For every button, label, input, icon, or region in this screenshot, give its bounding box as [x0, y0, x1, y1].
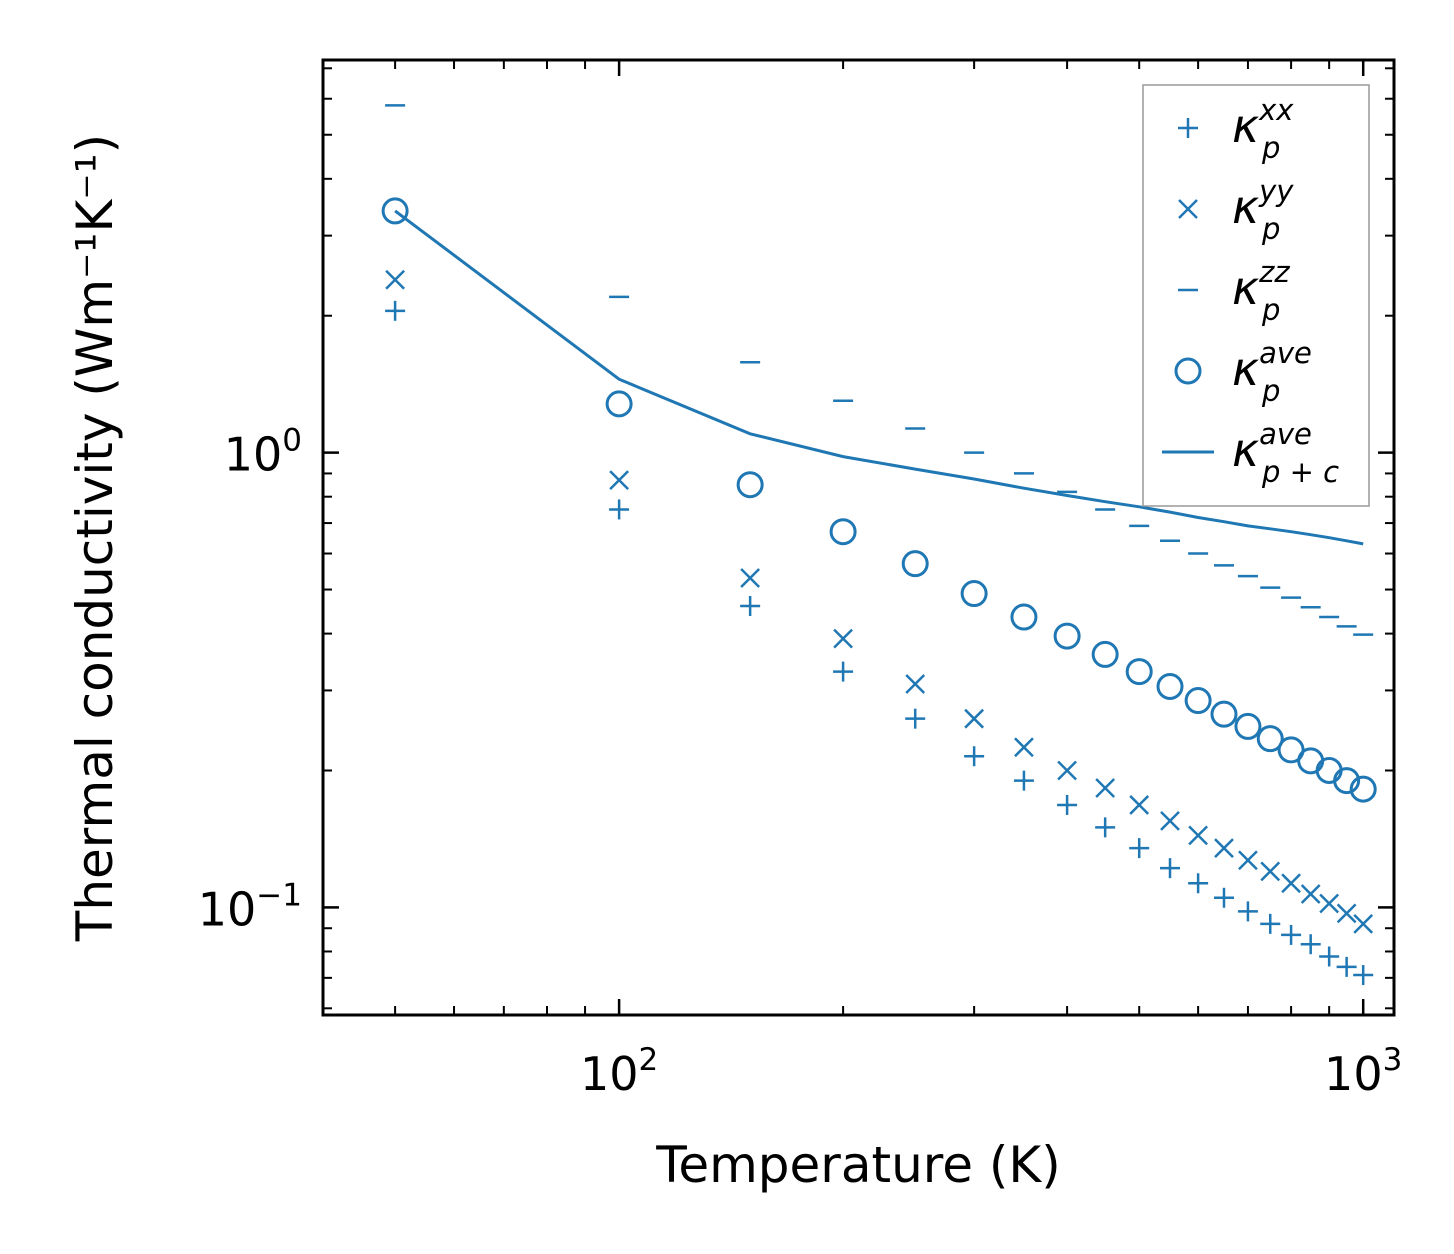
legend-entry-kappa_p_xx: κxx p [1178, 93, 1294, 165]
series-kappa_p_ave [381, 197, 1377, 803]
data-point [1214, 838, 1234, 859]
y-tick-label: 100 [224, 423, 302, 482]
legend-label: κave p + c [1232, 417, 1339, 489]
data-point [740, 568, 761, 588]
data-point [833, 661, 854, 682]
legend-label: κxx p [1232, 93, 1294, 165]
data-point [1260, 861, 1281, 882]
data-point [1057, 794, 1078, 815]
axes-frame [321, 58, 1396, 1017]
data-point [1300, 934, 1321, 955]
legend-marker [1178, 118, 1198, 138]
legend-label: κyy p [1232, 174, 1294, 246]
x-axis-title: Temperature (K) [655, 1136, 1060, 1194]
data-point [1013, 770, 1034, 791]
data-point [609, 499, 630, 520]
data-point [1095, 817, 1116, 838]
legend-entry-kappa_p_yy: κyy p [1178, 174, 1294, 246]
data-point [1184, 687, 1212, 715]
data-point [1300, 884, 1321, 904]
data-point [736, 471, 764, 499]
legend-marker [1178, 199, 1198, 219]
data-point [1238, 850, 1258, 871]
data-point [833, 628, 853, 649]
data-point [1256, 725, 1284, 753]
data-point [1336, 956, 1357, 977]
data-point [1057, 760, 1077, 781]
legend-entry-kappa_p_zz: κzz p [1178, 255, 1290, 327]
data-point [901, 550, 929, 578]
data-point [1234, 712, 1262, 740]
data-point [960, 580, 988, 608]
data-point [1160, 858, 1181, 879]
data-point [609, 470, 629, 491]
plot-area [381, 104, 1377, 986]
legend-entry-kappa_p_plus_c_ave: κave p + c [1162, 417, 1339, 489]
data-point [1129, 838, 1150, 859]
series-kappa_p_zz [385, 104, 1374, 636]
x-tick-label: 102 [580, 1042, 658, 1101]
data-point [1010, 603, 1038, 631]
data-point [1319, 893, 1340, 914]
data-point [605, 390, 633, 418]
data-point [1333, 767, 1361, 795]
data-point [1297, 747, 1325, 775]
data-point [1188, 873, 1209, 894]
data-point [385, 269, 405, 290]
legend-entry-kappa_p_ave: κave p [1174, 336, 1312, 408]
data-point [1213, 887, 1234, 908]
data-point [1349, 775, 1377, 803]
data-point [964, 746, 985, 767]
series-line [394, 209, 1364, 546]
legend-marker [1174, 357, 1202, 385]
series-kappa_p_plus_c_ave [394, 209, 1364, 546]
legend: κxx p κyy p κzz p κave p κave p + c [1142, 84, 1370, 507]
data-point [829, 518, 857, 546]
data-point [1091, 640, 1119, 668]
data-point [1315, 757, 1343, 785]
data-point [905, 674, 926, 694]
data-point [1125, 658, 1153, 686]
data-point [1319, 946, 1340, 967]
data-point [1281, 873, 1301, 894]
data-point [1260, 913, 1281, 934]
series-kappa_p_yy [385, 269, 1374, 934]
data-point [905, 708, 926, 729]
data-point [1336, 903, 1357, 924]
data-point [381, 197, 409, 225]
data-point [1353, 913, 1374, 934]
data-point [385, 300, 406, 321]
x-tick-label: 103 [1324, 1042, 1402, 1101]
tick-labels: 102 103 10−1 100 [198, 423, 1403, 1101]
data-point [740, 595, 761, 616]
data-point [1353, 965, 1374, 986]
data-point [1237, 901, 1258, 922]
data-point [1095, 778, 1116, 798]
legend-box [1142, 84, 1370, 507]
legend-label: κave p [1232, 336, 1312, 408]
data-point [964, 708, 985, 729]
data-point [1156, 673, 1184, 701]
legend-label: κzz p [1232, 255, 1290, 327]
data-point [1014, 737, 1034, 758]
data-point [1210, 700, 1238, 728]
y-tick-label: 10−1 [198, 877, 302, 936]
series-kappa_p_xx [385, 300, 1374, 986]
data-point [1188, 825, 1209, 846]
y-axis-title: Thermal conductivity (Wm⁻¹K⁻¹) [66, 134, 124, 942]
data-point [1053, 622, 1081, 650]
data-point [1129, 795, 1150, 815]
data-point [1281, 924, 1302, 945]
data-point [1160, 810, 1180, 831]
